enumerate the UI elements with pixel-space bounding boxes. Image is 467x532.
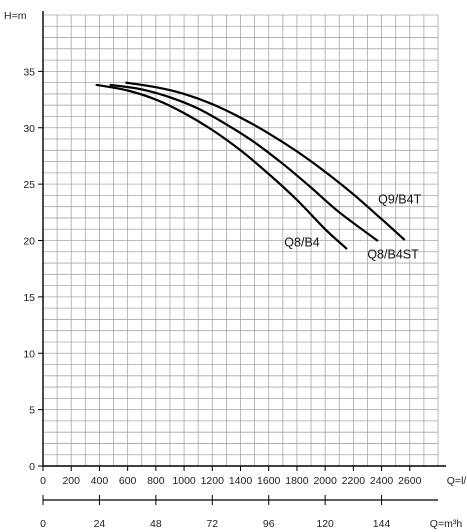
x2-tick-label: 0: [40, 518, 46, 530]
axes: [38, 11, 446, 505]
x-tick-label: 400: [91, 475, 109, 487]
x2-axis-label: Q=m³h: [430, 518, 463, 530]
x-tick-label: 1800: [285, 475, 309, 487]
y-tick-label: 0: [29, 461, 35, 473]
y-axis-label: H=m: [4, 10, 27, 22]
y-tick-label: 25: [23, 179, 35, 191]
x2-tick-label: 48: [150, 518, 162, 530]
x2-tick-label: 72: [206, 518, 218, 530]
x-tick-label: 1200: [201, 475, 225, 487]
x-tick-label: 2400: [370, 475, 394, 487]
x2-tick-label: 96: [263, 518, 275, 530]
x-tick-label: 800: [147, 475, 165, 487]
x-tick-label: 200: [62, 475, 80, 487]
series-line-q8-b4st: [109, 83, 379, 242]
x2-tick-label: 24: [94, 518, 106, 530]
x-tick-label: 1600: [257, 475, 281, 487]
x2-tick-label: 144: [373, 518, 391, 530]
x-tick-label: 2600: [398, 475, 422, 487]
series-label: Q8/B4: [284, 235, 319, 249]
x-tick-label: 600: [119, 475, 137, 487]
x-axis-label: Q=l/min: [447, 475, 467, 487]
series-label: Q8/B4ST: [367, 248, 419, 262]
x-tick-label: 2200: [342, 475, 366, 487]
series-label: Q9/B4T: [378, 192, 421, 206]
series-line-q8-b4: [95, 83, 348, 250]
x-tick-label: 1400: [229, 475, 253, 487]
grid: [42, 14, 439, 467]
y-tick-label: 20: [23, 236, 35, 248]
y-tick-label: 5: [29, 405, 35, 417]
x-tick-label: 1000: [172, 475, 196, 487]
x-tick-label: 0: [40, 475, 46, 487]
series-curves: [95, 81, 406, 250]
x2-tick-label: 120: [316, 518, 334, 530]
series-line-q9-b4t: [125, 81, 406, 241]
y-tick-label: 30: [23, 123, 35, 135]
y-tick-label: 15: [23, 292, 35, 304]
x-tick-label: 2000: [313, 475, 337, 487]
y-tick-label: 35: [23, 66, 35, 78]
y-tick-label: 10: [23, 348, 35, 360]
